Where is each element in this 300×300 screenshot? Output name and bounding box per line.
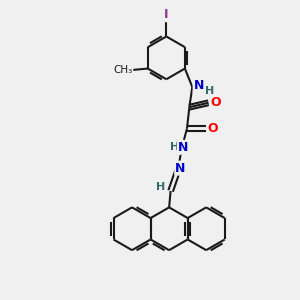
Text: O: O bbox=[210, 96, 220, 109]
Text: H: H bbox=[205, 85, 214, 96]
Text: N: N bbox=[175, 162, 186, 175]
Text: I: I bbox=[164, 8, 169, 21]
Text: H: H bbox=[157, 182, 166, 193]
Text: H: H bbox=[169, 142, 179, 152]
Text: N: N bbox=[178, 141, 188, 154]
Text: CH₃: CH₃ bbox=[113, 65, 133, 75]
Text: O: O bbox=[208, 122, 218, 135]
Text: N: N bbox=[194, 79, 204, 92]
